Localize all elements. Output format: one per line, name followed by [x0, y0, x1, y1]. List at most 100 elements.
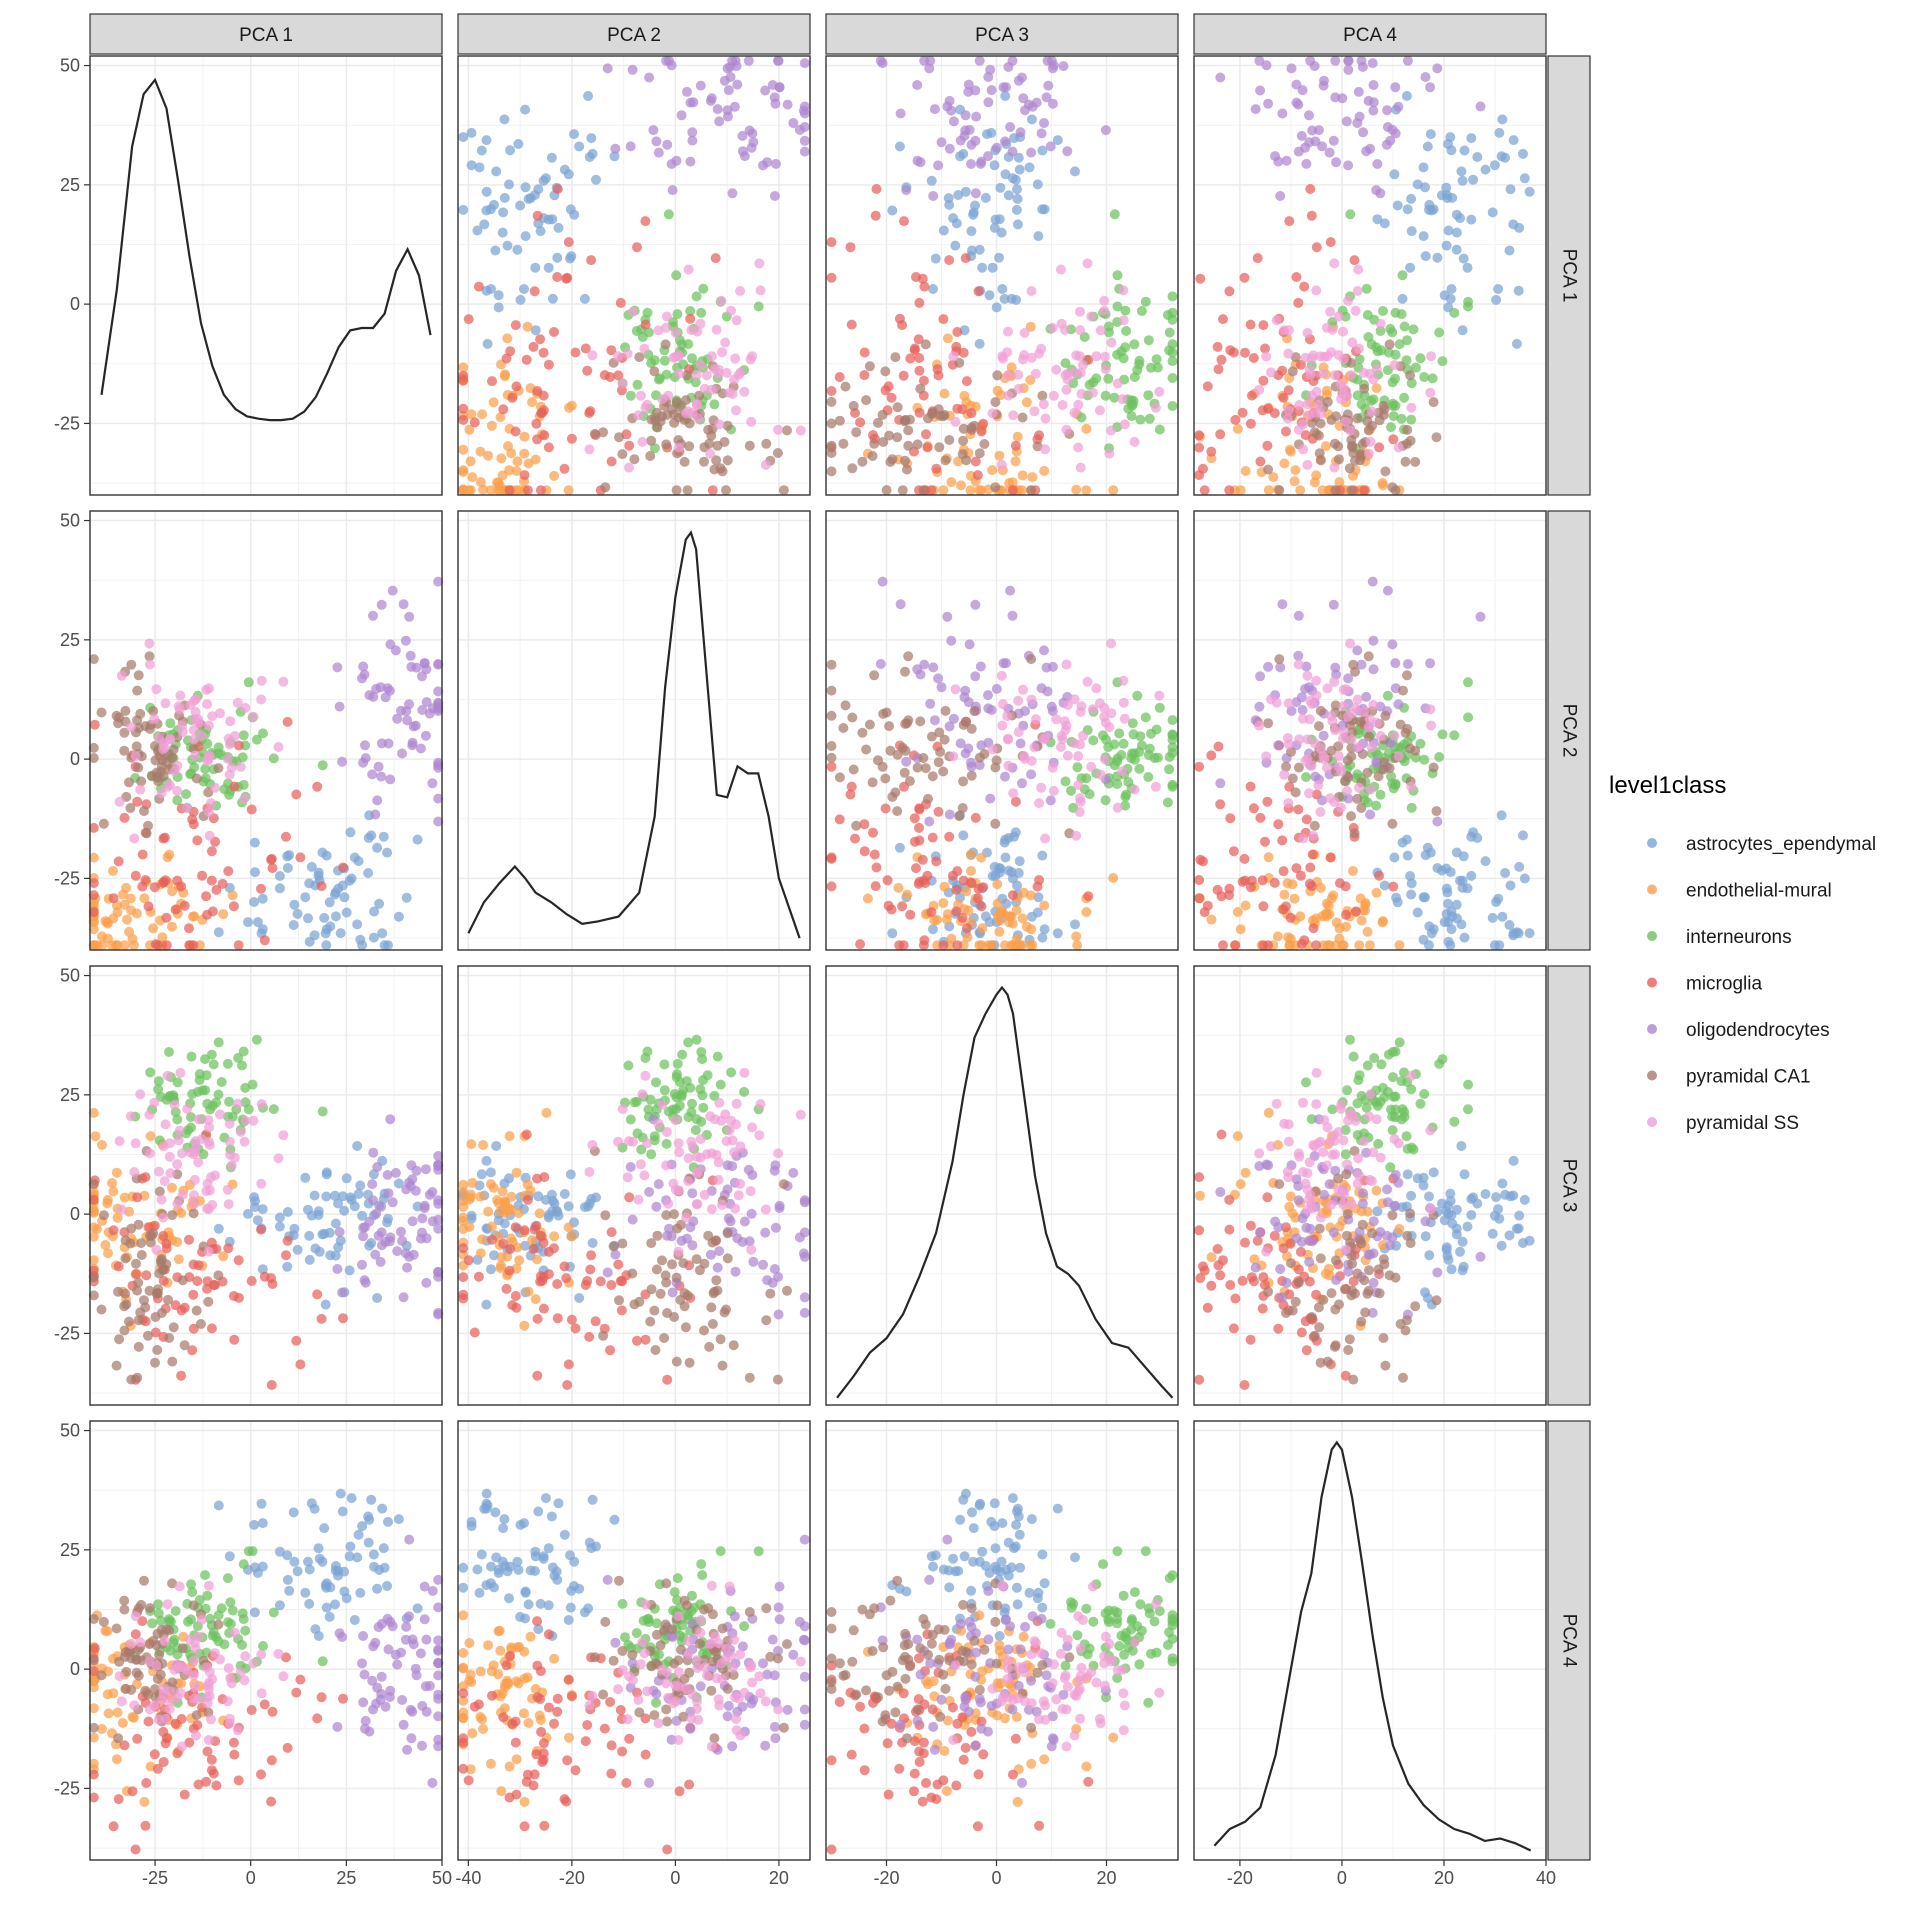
data-point	[1318, 1294, 1329, 1305]
data-point	[1352, 118, 1363, 128]
data-point	[274, 1221, 285, 1232]
data-point	[653, 1118, 664, 1129]
data-point	[334, 1227, 345, 1237]
data-point	[928, 924, 938, 935]
data-point	[1230, 1293, 1241, 1304]
data-point	[1073, 399, 1084, 410]
data-point	[126, 1223, 137, 1234]
data-point	[918, 753, 929, 763]
data-point	[1280, 901, 1291, 912]
data-point	[1262, 440, 1273, 451]
row-strip-label: PCA 1	[1559, 249, 1580, 303]
data-point	[174, 1581, 185, 1592]
data-point	[966, 159, 976, 169]
data-point	[997, 284, 1008, 294]
data-point	[859, 819, 870, 830]
data-point	[685, 306, 696, 316]
data-point	[919, 281, 930, 292]
data-point	[1457, 325, 1468, 336]
data-point	[1005, 122, 1016, 132]
data-point	[490, 1507, 501, 1518]
data-point	[663, 390, 674, 401]
data-point	[713, 368, 724, 379]
data-point	[586, 255, 597, 266]
data-point	[563, 1359, 574, 1370]
data-point	[826, 418, 837, 429]
data-point	[1357, 62, 1368, 72]
data-point	[1365, 809, 1376, 820]
data-point	[282, 1574, 293, 1585]
data-point	[712, 1051, 723, 1062]
data-point	[948, 351, 959, 362]
data-point	[1387, 818, 1398, 829]
data-point	[1415, 353, 1426, 364]
data-point	[747, 1170, 758, 1180]
scatter-panel	[1193, 55, 1547, 496]
data-point	[111, 1360, 122, 1371]
data-point	[984, 917, 995, 928]
data-point	[88, 742, 99, 753]
data-point	[563, 1201, 574, 1212]
data-point	[1362, 310, 1373, 320]
data-point	[1346, 370, 1357, 381]
data-point	[1428, 762, 1439, 773]
data-point	[278, 1671, 289, 1682]
data-point	[1039, 118, 1049, 128]
data-point	[1213, 364, 1224, 375]
data-point	[958, 347, 969, 358]
data-point	[177, 1741, 187, 1752]
data-point	[113, 1733, 124, 1744]
data-point	[1271, 1098, 1282, 1109]
data-point	[1112, 753, 1123, 764]
data-point	[899, 767, 910, 778]
data-point	[1020, 706, 1030, 717]
data-point	[707, 1319, 718, 1329]
data-point	[167, 1210, 178, 1221]
data-point	[552, 252, 563, 263]
data-point	[679, 456, 690, 467]
data-point	[1306, 210, 1317, 221]
data-point	[1359, 1136, 1369, 1147]
data-point	[992, 370, 1003, 381]
data-point	[562, 1380, 573, 1390]
data-point	[1154, 424, 1165, 435]
data-point	[565, 1602, 576, 1613]
data-point	[151, 684, 162, 695]
data-point	[877, 409, 888, 420]
data-point	[1120, 305, 1131, 316]
data-point	[958, 435, 969, 446]
data-point	[98, 1210, 109, 1221]
data-point	[599, 370, 610, 381]
data-point	[1258, 375, 1269, 386]
data-point	[1106, 425, 1116, 436]
data-point	[364, 1514, 375, 1525]
data-point	[1245, 1220, 1256, 1231]
data-point	[739, 386, 750, 397]
data-point	[1118, 285, 1129, 296]
data-point	[938, 225, 949, 236]
data-point	[1345, 638, 1356, 649]
data-point	[1387, 1072, 1398, 1083]
data-point	[97, 1140, 107, 1150]
data-point	[653, 147, 664, 158]
data-point	[1514, 861, 1525, 872]
data-point	[239, 793, 250, 804]
data-point	[187, 1587, 198, 1598]
data-point	[108, 913, 119, 924]
data-point	[1047, 762, 1058, 773]
data-point	[998, 658, 1009, 669]
data-point	[920, 763, 931, 774]
data-point	[1382, 585, 1393, 596]
data-point	[1011, 204, 1022, 215]
data-point	[973, 286, 984, 297]
data-point	[1415, 1098, 1426, 1109]
data-point	[1273, 819, 1284, 830]
data-point	[122, 914, 132, 925]
data-point	[722, 1253, 733, 1264]
data-point	[1034, 430, 1045, 441]
data-point	[859, 846, 870, 857]
data-point	[108, 1688, 119, 1699]
data-point	[914, 804, 925, 815]
data-point	[952, 866, 963, 877]
data-point	[274, 883, 285, 894]
